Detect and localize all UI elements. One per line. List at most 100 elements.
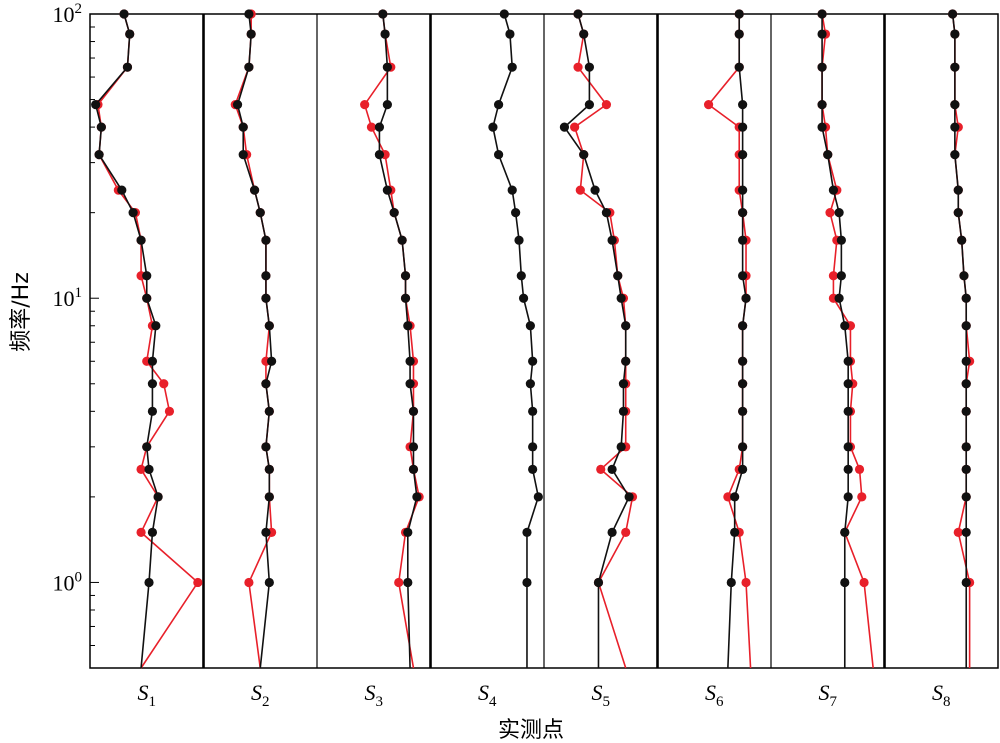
black-series-point bbox=[961, 442, 971, 452]
black-series-point bbox=[957, 235, 967, 245]
black-series-point bbox=[261, 271, 271, 281]
black-series-point bbox=[147, 356, 158, 366]
red-series-line bbox=[97, 13, 199, 669]
black-series-point bbox=[817, 29, 827, 39]
black-series-point bbox=[153, 492, 163, 502]
black-series-point bbox=[738, 99, 748, 110]
black-series-point bbox=[507, 185, 517, 195]
black-series-point bbox=[834, 208, 844, 218]
y-tick-label: 102 bbox=[53, 1, 83, 27]
black-series-point bbox=[836, 235, 846, 245]
black-series-point bbox=[624, 492, 634, 502]
black-series-point bbox=[817, 122, 827, 132]
black-series-point bbox=[738, 122, 748, 132]
x-tick-label: S7 bbox=[819, 680, 838, 710]
black-series-point bbox=[400, 293, 411, 303]
black-series-point bbox=[142, 271, 152, 281]
red-series-point bbox=[723, 492, 733, 502]
black-series-point bbox=[601, 208, 612, 218]
black-series-point bbox=[403, 321, 413, 331]
black-series-point bbox=[843, 492, 853, 502]
black-series-point bbox=[738, 406, 748, 416]
y-tick-label: 100 bbox=[53, 569, 83, 595]
black-series-point bbox=[389, 208, 399, 218]
black-series-point bbox=[382, 185, 392, 195]
red-series-point bbox=[136, 464, 146, 474]
black-series-point bbox=[738, 235, 748, 245]
black-series-line bbox=[951, 13, 968, 668]
black-series-point bbox=[382, 62, 392, 72]
x-tick-label: S1 bbox=[138, 680, 157, 710]
black-series-point bbox=[261, 293, 271, 303]
x-tick-label: S3 bbox=[365, 680, 384, 710]
black-series-point bbox=[607, 464, 617, 474]
black-series-point bbox=[843, 464, 853, 474]
x-axis-title: 实测点 bbox=[498, 718, 564, 743]
black-series-point bbox=[961, 293, 971, 303]
black-series-point bbox=[618, 406, 629, 416]
black-series-point bbox=[264, 406, 274, 416]
x-tick-label: S6 bbox=[705, 680, 724, 710]
black-series-point bbox=[408, 464, 419, 474]
black-series-point bbox=[621, 356, 631, 366]
plot-area: 100 101 102 S1 S2 S3 S4 S5 S6 S7 S8 bbox=[53, 1, 999, 710]
red-series-point bbox=[854, 464, 865, 474]
black-series-point bbox=[514, 235, 524, 245]
red-series-line bbox=[573, 13, 634, 669]
black-series-point bbox=[128, 208, 138, 218]
y-tick-label: 101 bbox=[53, 285, 83, 311]
black-series-point bbox=[961, 406, 971, 416]
black-series-point bbox=[607, 527, 617, 537]
black-series-point bbox=[400, 271, 411, 281]
black-series-point bbox=[734, 9, 744, 19]
red-series-point bbox=[164, 406, 175, 416]
black-series-point bbox=[238, 122, 248, 132]
black-series-point bbox=[730, 492, 740, 502]
black-series-point bbox=[738, 464, 748, 474]
black-series-point bbox=[408, 442, 419, 452]
red-series-point bbox=[193, 577, 203, 588]
black-series-point bbox=[261, 442, 271, 452]
black-series-point bbox=[738, 356, 748, 366]
black-series-point bbox=[613, 271, 623, 281]
black-series-point bbox=[525, 379, 535, 389]
black-series-point bbox=[412, 492, 422, 502]
black-series-point bbox=[374, 150, 385, 160]
black-series-point bbox=[607, 235, 617, 245]
black-series-point bbox=[573, 9, 583, 19]
black-series-point bbox=[843, 379, 853, 389]
black-series-point bbox=[522, 527, 532, 537]
red-series-point bbox=[596, 464, 606, 474]
black-series-point bbox=[840, 527, 850, 537]
black-series-point bbox=[948, 9, 958, 19]
black-series-point bbox=[261, 527, 271, 537]
black-series-point bbox=[738, 185, 748, 195]
black-series-point bbox=[117, 185, 127, 195]
black-series-line bbox=[492, 13, 540, 668]
black-series-point bbox=[255, 208, 265, 218]
black-series-point bbox=[961, 577, 971, 588]
black-series-point bbox=[511, 208, 521, 218]
black-series-point bbox=[244, 62, 254, 72]
black-series-point bbox=[738, 442, 748, 452]
black-series-point bbox=[961, 356, 971, 366]
red-series-point bbox=[575, 185, 585, 195]
black-series-point bbox=[950, 99, 960, 110]
red-series-point bbox=[741, 577, 751, 588]
red-series-point bbox=[136, 527, 146, 537]
black-series-point bbox=[734, 29, 744, 39]
black-series-point bbox=[147, 379, 158, 389]
black-series-point bbox=[817, 62, 827, 72]
black-series-point bbox=[244, 9, 254, 19]
red-series-point bbox=[828, 271, 839, 281]
x-tick-label: S8 bbox=[932, 680, 951, 710]
black-series-point bbox=[734, 62, 744, 72]
black-series-point bbox=[136, 235, 146, 245]
black-series-point bbox=[232, 99, 243, 110]
black-series-point bbox=[249, 185, 260, 195]
black-series-point bbox=[840, 321, 850, 331]
black-series-point bbox=[528, 442, 538, 452]
black-series-point bbox=[584, 99, 595, 110]
black-series-point bbox=[738, 208, 748, 218]
red-series-line bbox=[707, 14, 752, 669]
